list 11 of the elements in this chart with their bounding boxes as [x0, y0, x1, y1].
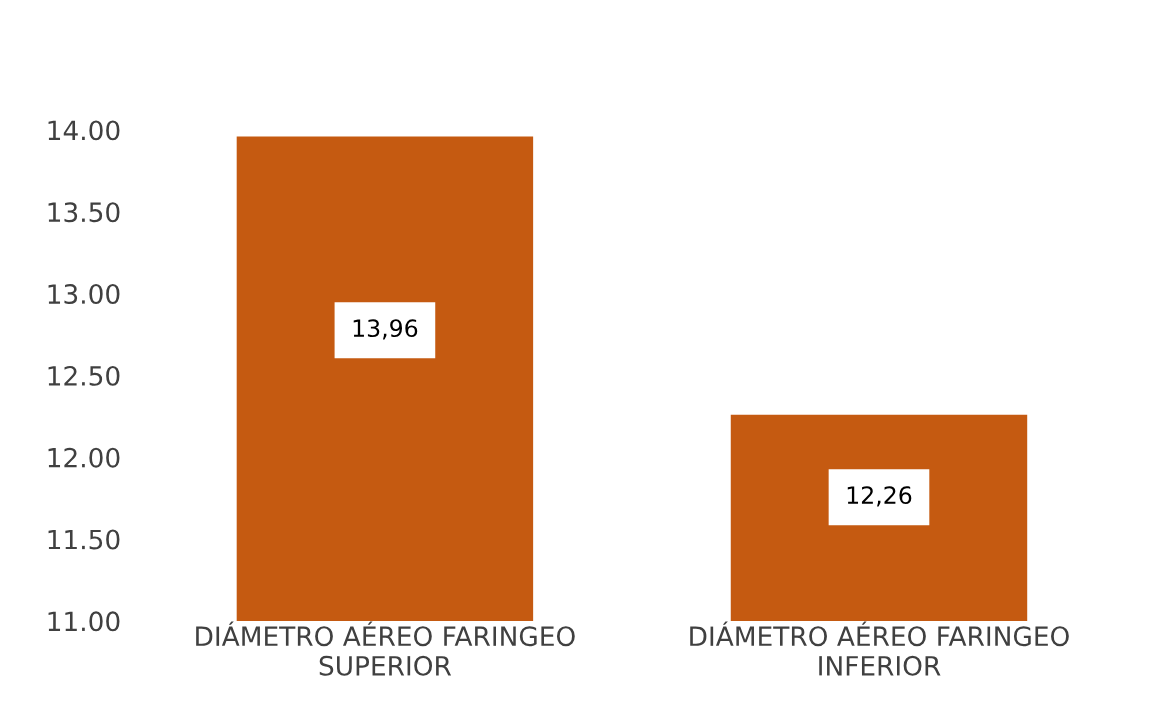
y-tick-label: 13.00 — [48, 284, 120, 305]
data-label: 12,26 — [847, 486, 912, 507]
y-tick-label: 12.50 — [48, 365, 120, 386]
y-tick-label: 14.00 — [48, 120, 120, 141]
x-tick-label: DIÁMETRO AÉREO FARINGEO INFERIOR — [690, 621, 1069, 676]
y-tick-label: 13.50 — [48, 202, 120, 223]
y-tick-label: 11.00 — [48, 611, 120, 632]
data-label: 13,96 — [353, 319, 418, 340]
y-tick-label: 11.50 — [48, 529, 120, 550]
x-tick-label: DIÁMETRO AÉREO FARINGEO SUPERIOR — [196, 621, 575, 676]
y-tick-label: 12.00 — [48, 447, 120, 468]
